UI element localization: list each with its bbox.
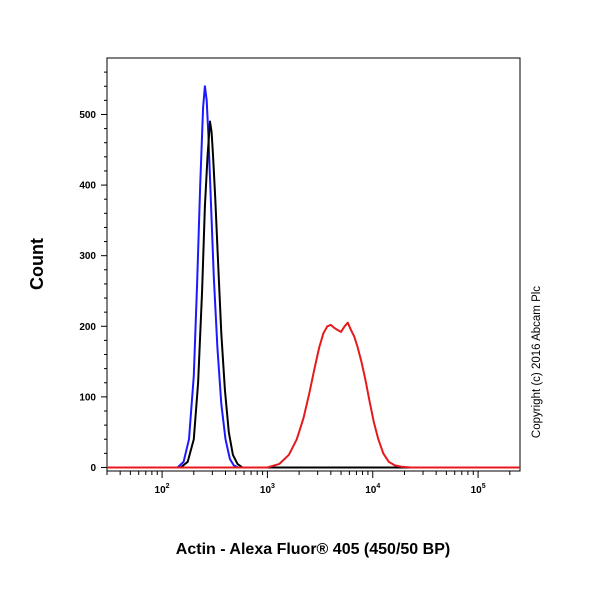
- x-tick-label: 105: [471, 483, 486, 496]
- y-axis-title: Count: [27, 238, 47, 290]
- x-tick-label: 104: [365, 483, 380, 496]
- x-tick-label: 103: [260, 483, 275, 496]
- series-line-3: [107, 321, 520, 469]
- y-tick-label: 100: [79, 392, 96, 403]
- plot-frame: [106, 57, 521, 472]
- x-axis: 102 103 104 105: [106, 471, 511, 496]
- y-tick-label: 200: [79, 322, 96, 333]
- series-line-1: [107, 85, 520, 469]
- x-tick-label: 102: [155, 483, 170, 496]
- x-axis-title: Actin - Alexa Fluor® 405 (450/50 BP): [176, 541, 450, 558]
- y-tick-label: 400: [79, 181, 96, 192]
- y-tick-label: 0: [90, 463, 96, 474]
- copyright-annotation: Copyright (c) 2016 Abcam Plc: [531, 286, 543, 438]
- y-tick-label: 300: [79, 251, 96, 262]
- series-layer: [107, 85, 520, 469]
- series-line-2: [107, 120, 520, 469]
- y-axis: 0 100 200 300 400 500: [79, 71, 107, 474]
- plot-area: 0 100 200 300 400 500 102 103 104 105: [79, 57, 521, 496]
- y-tick-label: 500: [79, 110, 96, 121]
